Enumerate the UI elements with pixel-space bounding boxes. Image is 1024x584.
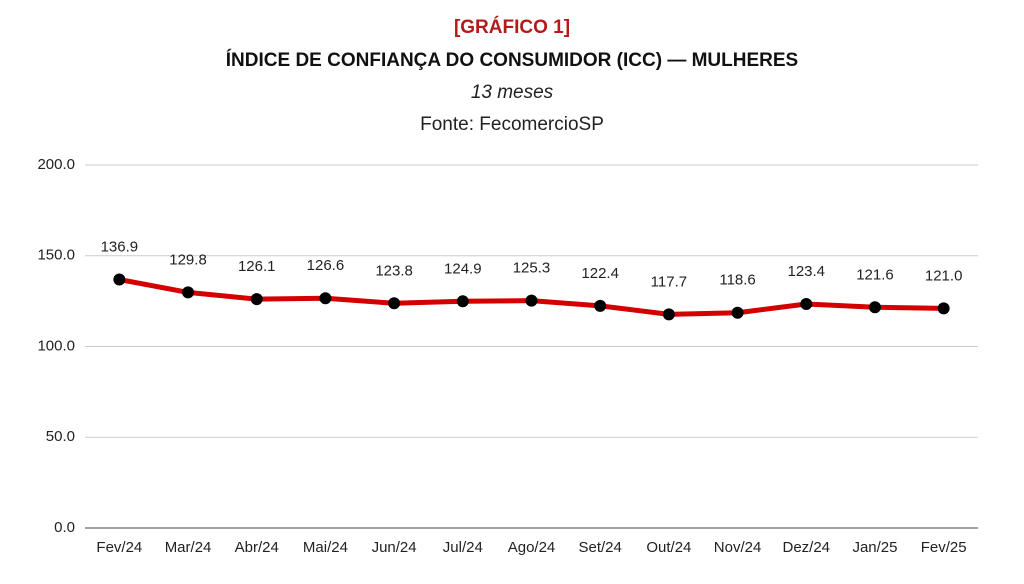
y-tick-label: 0.0 [54, 519, 75, 536]
y-tick-label: 200.0 [37, 156, 75, 173]
x-tick-label: Abr/24 [235, 539, 279, 556]
x-tick-label: Fev/24 [96, 539, 142, 556]
x-tick-label: Dez/24 [783, 539, 831, 556]
data-label: 129.8 [169, 251, 207, 268]
data-point [868, 301, 881, 314]
x-tick-label: Mai/24 [303, 539, 348, 556]
data-label: 125.3 [513, 260, 551, 277]
y-tick-label: 150.0 [37, 247, 75, 264]
data-point [662, 308, 675, 321]
chart-subtitle: 13 meses [471, 82, 554, 103]
x-tick-label: Ago/24 [508, 539, 556, 556]
data-label: 126.6 [307, 257, 345, 274]
data-label: 126.1 [238, 258, 276, 275]
data-label: 118.6 [719, 272, 755, 289]
x-tick-label: Jun/24 [372, 539, 417, 556]
chart-source: Fonte: FecomercioSP [420, 114, 604, 135]
x-tick-label: Out/24 [646, 539, 691, 556]
y-tick-label: 50.0 [46, 428, 75, 445]
data-label: 122.4 [581, 265, 619, 282]
data-point [594, 299, 607, 312]
data-label: 121.6 [856, 266, 894, 283]
data-label: 123.4 [787, 263, 825, 280]
x-tick-label: Jan/25 [852, 539, 897, 556]
x-tick-label: Jul/24 [443, 539, 483, 556]
x-tick-label: Fev/25 [921, 539, 967, 556]
chart-label: [GRÁFICO 1] [454, 16, 570, 38]
y-tick-label: 100.0 [37, 337, 75, 354]
data-point [113, 273, 126, 286]
x-tick-label: Nov/24 [714, 539, 762, 556]
data-point [525, 294, 538, 307]
chart-title: ÍNDICE DE CONFIANÇA DO CONSUMIDOR (ICC) … [226, 49, 798, 71]
data-point [388, 297, 401, 310]
data-point [937, 302, 950, 315]
data-label: 117.7 [651, 273, 687, 290]
data-label: 121.0 [925, 267, 963, 284]
data-point [800, 298, 813, 311]
x-tick-label: Set/24 [579, 539, 622, 556]
data-point [731, 306, 744, 319]
data-point [319, 292, 332, 305]
data-label: 123.8 [375, 262, 413, 279]
data-point [456, 295, 469, 308]
data-point [250, 293, 263, 306]
data-point [182, 286, 195, 299]
data-label: 124.9 [444, 260, 482, 277]
data-label: 136.9 [101, 238, 139, 255]
x-tick-label: Mar/24 [165, 539, 212, 556]
